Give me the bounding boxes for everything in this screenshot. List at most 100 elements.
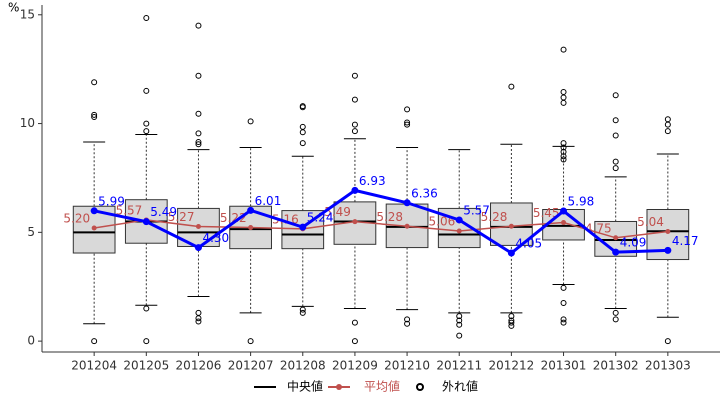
outlier	[612, 92, 619, 99]
series-point	[142, 218, 150, 226]
x-tick-label: 201209	[332, 359, 378, 373]
data-label: 5.45	[533, 206, 560, 220]
data-label: 5.24	[307, 211, 334, 225]
outlier	[195, 309, 202, 316]
outlier	[143, 120, 150, 127]
outlier	[664, 116, 671, 123]
series-point	[455, 216, 463, 224]
data-label: 4.30	[202, 231, 229, 245]
y-tick-label: 0	[27, 334, 35, 348]
data-label: 5.22	[220, 211, 247, 225]
data-label: 5.28	[481, 210, 508, 224]
x-tick-label: 201302	[593, 359, 639, 373]
outlier	[612, 117, 619, 124]
x-tick-label: 201301	[541, 359, 587, 373]
x-tick-label: 201206	[176, 359, 222, 373]
outlier	[612, 316, 619, 323]
series-line	[93, 188, 668, 255]
outlier	[456, 332, 463, 339]
outlier	[560, 148, 567, 155]
series-point	[613, 235, 619, 241]
series-point	[665, 228, 671, 234]
series-point	[456, 228, 462, 234]
data-label: 5.57	[463, 203, 490, 217]
data-label: 4.17	[672, 234, 699, 248]
outlier	[664, 128, 671, 135]
outlier	[195, 318, 202, 325]
x-tick-label: 201204	[71, 359, 117, 373]
outlier	[299, 104, 306, 111]
outlier	[560, 46, 567, 53]
x-tick-label: 201207	[228, 359, 274, 373]
outlier	[404, 119, 411, 126]
outlier	[91, 111, 98, 118]
series-point	[299, 223, 307, 231]
y-tick-label: 10	[20, 116, 35, 130]
outlier	[560, 94, 567, 101]
series-point	[507, 249, 515, 257]
data-label: 6.01	[255, 194, 282, 208]
y-tick-label: 15	[20, 7, 35, 21]
data-label: 5.06	[429, 215, 456, 229]
outlier	[456, 313, 463, 320]
x-tick-label: 201211	[436, 359, 482, 373]
data-label: 6.36	[411, 186, 438, 200]
series-point	[404, 223, 410, 229]
outlier	[508, 83, 515, 90]
outlier	[456, 317, 463, 324]
series-point	[351, 186, 359, 194]
x-tick-label: 201210	[384, 359, 430, 373]
outlier	[143, 15, 150, 22]
x-tick-label: 201212	[488, 359, 534, 373]
outlier	[612, 309, 619, 316]
series-point	[403, 199, 411, 207]
data-label: 5.04	[637, 215, 664, 229]
outlier	[664, 121, 671, 128]
outlier	[195, 72, 202, 79]
outlier	[143, 305, 150, 312]
data-label: 6.93	[359, 174, 386, 188]
outlier	[404, 316, 411, 323]
outlier	[508, 319, 515, 326]
outlier	[299, 140, 306, 147]
outlier	[456, 321, 463, 328]
outlier	[351, 96, 358, 103]
outlier	[351, 121, 358, 128]
series-point	[664, 246, 672, 254]
outlier	[560, 316, 567, 323]
series-point	[508, 223, 514, 229]
outlier	[143, 338, 150, 345]
outlier	[143, 87, 150, 94]
outlier	[508, 313, 515, 320]
series-point	[194, 244, 202, 252]
legend-label: 外れ値	[442, 379, 478, 394]
series-point	[612, 248, 620, 256]
series-point	[247, 206, 255, 214]
legend-outlier-key	[416, 383, 424, 391]
x-tick-label: 201205	[123, 359, 169, 373]
outlier	[351, 72, 358, 79]
outlier	[508, 322, 515, 329]
series-point	[352, 219, 358, 225]
legend-label: 中央値	[287, 379, 323, 394]
outlier	[560, 319, 567, 326]
x-tick-label: 201303	[645, 359, 691, 373]
outlier	[195, 315, 202, 322]
outlier	[404, 320, 411, 327]
outlier	[91, 79, 98, 86]
outlier	[404, 121, 411, 128]
outlier	[560, 156, 567, 163]
outlier	[299, 123, 306, 130]
data-label: 5.99	[98, 194, 125, 208]
data-label: 4.75	[585, 221, 612, 235]
outlier	[560, 153, 567, 160]
outlier	[299, 306, 306, 313]
legend-label: 平均値	[364, 379, 400, 394]
outlier	[299, 309, 306, 316]
legend-mean-point	[336, 384, 342, 390]
outlier	[247, 118, 254, 125]
data-label: 5.49	[150, 205, 177, 219]
outlier	[351, 128, 358, 135]
series-point	[195, 223, 201, 229]
outlier	[612, 132, 619, 139]
